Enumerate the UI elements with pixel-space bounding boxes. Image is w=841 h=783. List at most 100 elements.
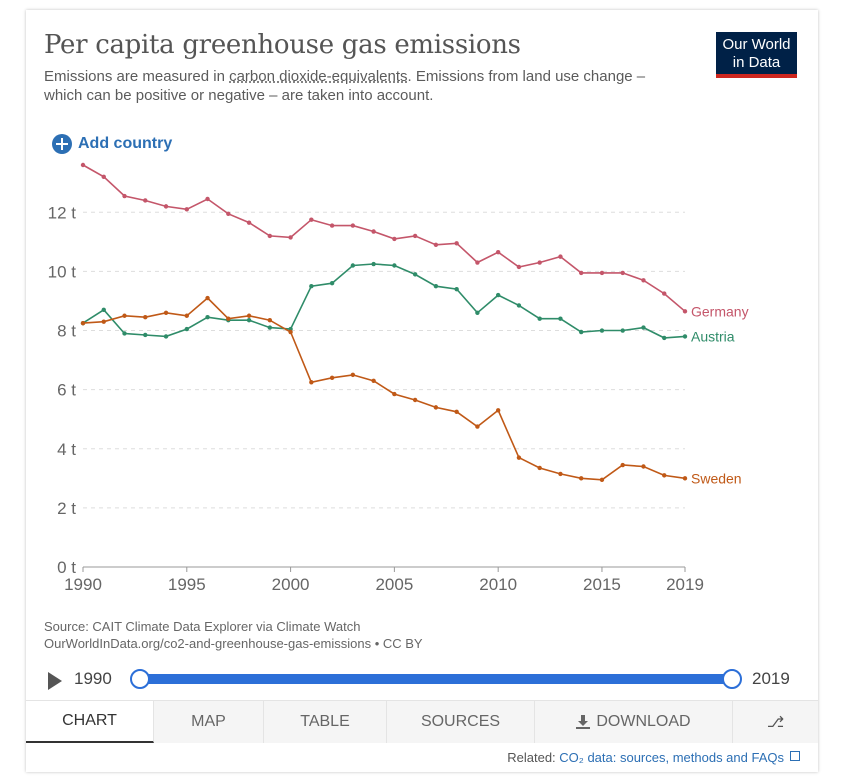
logo-line2: in Data [732,54,781,71]
tab-sources[interactable]: SOURCES [387,701,535,743]
related-link[interactable]: CO₂ data: sources, methods and FAQs [559,750,784,765]
share-button[interactable]: ⎇ [733,701,818,743]
data-point-germany [620,270,625,276]
data-point-sweden [80,320,86,326]
tab-chart-label: CHART [62,712,117,729]
data-point-austria [392,263,397,268]
timeline-start-label: 1990 [74,669,112,688]
data-point-austria [599,328,605,333]
data-point-austria [267,325,273,330]
data-point-germany [599,270,605,276]
data-point-sweden [558,471,563,477]
data-point-sweden [412,397,418,403]
data-point-sweden [599,477,605,483]
x-tick-label: 2015 [583,575,621,594]
play-icon[interactable] [48,672,62,690]
data-point-germany [267,233,273,239]
chart-title: Per capita greenhouse gas emissions [44,30,521,60]
plus-circle-icon [52,134,72,154]
series-label-austria: Austria [691,328,735,344]
tab-table-label: TABLE [300,713,350,730]
data-point-sweden [122,313,127,318]
data-point-sweden [495,408,501,413]
data-point-austria [143,332,148,338]
data-point-austria [412,272,418,277]
data-point-austria [454,286,459,292]
data-point-austria [516,303,522,308]
data-point-germany [184,207,189,212]
timeline-end-handle[interactable] [722,669,742,689]
data-point-germany [412,233,418,239]
data-point-germany [122,193,127,199]
data-point-austria [350,263,356,268]
x-tick-label: 2000 [272,575,310,594]
data-point-germany [495,249,501,255]
data-point-sweden [516,455,522,460]
data-point-austria [641,325,646,330]
data-point-sweden [288,329,293,335]
data-point-germany [558,254,563,259]
data-point-germany [475,260,480,265]
subtitle-link[interactable]: carbon dioxide-equivalents [229,68,408,85]
data-point-germany [371,229,376,234]
data-point-germany [80,162,86,168]
data-point-austria [329,281,335,286]
data-point-austria [620,328,625,333]
timeline-track[interactable] [140,674,734,684]
x-tick-label: 1990 [64,575,102,594]
data-point-sweden [475,424,480,429]
data-point-sweden [579,476,584,481]
data-point-germany [579,270,584,276]
data-point-germany [350,223,356,228]
data-point-sweden [433,405,439,410]
data-point-germany [309,217,314,222]
data-point-austria [163,334,169,339]
data-point-germany [641,278,646,283]
tab-download-label: DOWNLOAD [596,713,691,730]
share-icon: ⎇ [766,714,785,731]
timeline-start-handle[interactable] [130,669,150,689]
data-point-austria [122,331,127,336]
y-tick-label: 12 t [48,203,77,222]
data-point-germany [246,220,252,225]
data-point-germany [537,260,542,265]
tab-table[interactable]: TABLE [264,701,387,743]
data-point-germany [329,223,335,228]
tab-map-label: MAP [191,713,226,730]
data-point-sweden [392,391,397,397]
data-point-sweden [184,313,189,318]
subtitle-text-post: . Emissions from land use change – which… [44,68,646,104]
source-url[interactable]: OurWorldInData.org/co2-and-greenhouse-ga… [44,636,423,651]
data-point-austria [433,283,439,289]
logo-line1: Our World [722,36,791,53]
owid-logo[interactable]: Our World in Data [716,32,797,78]
data-point-germany [682,309,688,314]
data-point-sweden [537,465,542,471]
data-point-germany [163,204,169,209]
related-prefix: Related: [507,750,560,765]
data-point-sweden [205,295,210,301]
download-icon [576,715,591,729]
data-point-austria [495,292,501,298]
tab-map[interactable]: MAP [154,701,264,743]
tab-sources-label: SOURCES [420,713,501,730]
data-point-germany [433,242,439,248]
series-label-sweden: Sweden [691,470,742,486]
data-point-austria [246,317,252,323]
tab-download[interactable]: DOWNLOAD [535,701,733,743]
tab-chart[interactable]: CHART [26,701,154,743]
data-point-sweden [350,372,356,378]
data-point-austria [184,326,189,332]
tab-bar: CHART MAP TABLE SOURCES DOWNLOAD ⎇ [26,700,818,743]
data-point-austria [371,261,376,267]
x-tick-label: 2019 [666,575,704,594]
data-point-sweden [641,464,646,469]
data-point-germany [662,291,667,296]
x-tick-label: 2010 [479,575,517,594]
data-point-germany [101,174,106,180]
y-tick-label: 4 t [57,440,76,459]
related-note: Related: CO₂ data: sources, methods and … [507,750,800,765]
data-point-sweden [454,409,459,415]
add-country-button[interactable]: Add country [52,134,172,154]
data-point-germany [454,241,459,246]
